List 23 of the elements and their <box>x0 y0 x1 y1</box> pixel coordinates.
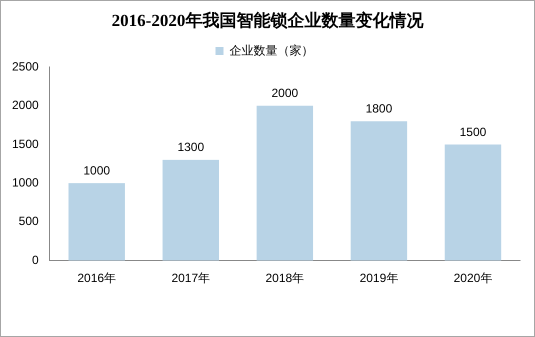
x-tick-label: 2018年 <box>265 271 304 286</box>
bar <box>162 160 220 261</box>
legend-label: 企业数量（家） <box>230 43 314 58</box>
y-tick-label: 2500 <box>12 59 40 74</box>
x-tick-label: 2020年 <box>454 271 492 286</box>
x-tick-label: 2017年 <box>171 271 210 286</box>
data-label: 1000 <box>83 163 110 178</box>
data-label: 2000 <box>271 86 299 100</box>
x-tick-label: 2016年 <box>77 271 116 286</box>
y-tick-label: 2000 <box>12 98 40 112</box>
bar <box>350 121 408 261</box>
data-label: 1800 <box>366 102 393 116</box>
bar <box>444 144 502 261</box>
chart-title: 2016-2020年我国智能锁企业数量变化情况 <box>110 10 424 32</box>
bar <box>68 183 125 261</box>
y-tick-label: 1500 <box>12 136 40 151</box>
data-label: 1300 <box>177 140 204 154</box>
bar <box>256 106 314 261</box>
y-tick-label: 1000 <box>12 175 40 190</box>
x-tick-label: 2019年 <box>360 271 398 286</box>
data-label: 1500 <box>460 124 487 139</box>
y-tick-label: 500 <box>18 214 40 228</box>
y-tick-label: 0 <box>32 252 40 267</box>
